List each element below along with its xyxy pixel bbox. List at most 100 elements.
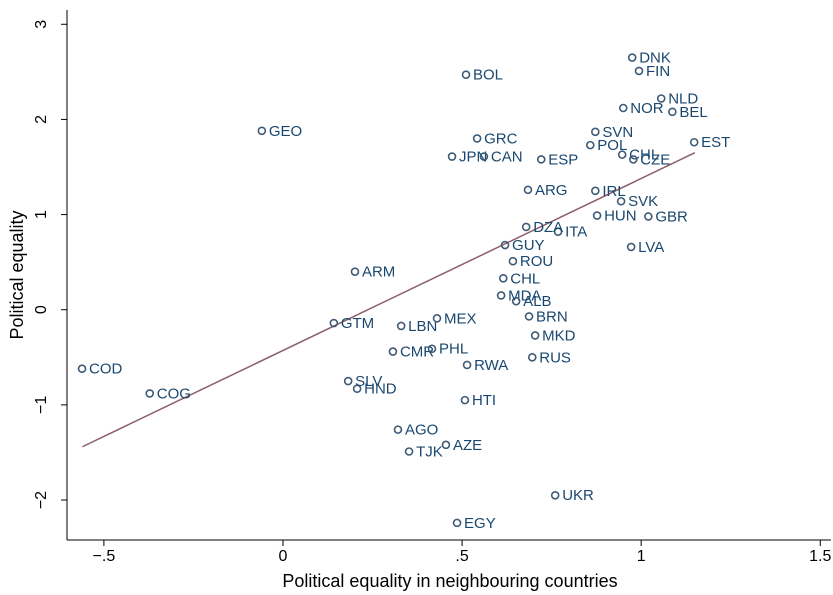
point-label: GTM <box>341 315 374 332</box>
point-label: COG <box>157 385 191 402</box>
point-label: SVK <box>628 193 658 210</box>
point-label: LVA <box>638 239 664 256</box>
point <box>524 312 534 321</box>
x-tick-label: 1 <box>637 548 646 565</box>
point <box>441 440 451 450</box>
point <box>617 150 627 159</box>
point <box>689 137 699 147</box>
point-label: BOL <box>473 67 503 84</box>
point-label: BRN <box>536 308 568 325</box>
point <box>586 140 595 150</box>
point-label: MEX <box>444 310 477 327</box>
point-label: UKR <box>562 487 594 504</box>
x-tick-label: 0 <box>279 548 288 565</box>
point-label: ALB <box>523 293 551 310</box>
point-label: HTI <box>472 392 496 409</box>
point <box>628 155 638 164</box>
point <box>618 103 628 113</box>
point-label: BEL <box>679 104 707 121</box>
point-label: SVN <box>602 124 633 141</box>
point <box>498 274 508 283</box>
point <box>479 152 489 161</box>
point <box>668 107 677 117</box>
point <box>447 152 457 161</box>
point <box>452 518 462 528</box>
point <box>145 389 155 398</box>
point-label: DNK <box>639 50 671 67</box>
point-label: NLD <box>668 90 698 107</box>
point-label: CZE <box>640 151 670 168</box>
x-axis-title: Political equality in neighbouring count… <box>282 571 617 591</box>
point-label: ESP <box>548 151 578 168</box>
point <box>511 296 521 306</box>
point <box>530 331 540 340</box>
point-label: COD <box>89 361 123 378</box>
point <box>343 376 353 386</box>
point-label: MDA <box>508 287 541 304</box>
point <box>352 384 362 394</box>
y-tick-label: 1 <box>33 210 50 219</box>
y-tick-label: −2 <box>33 491 50 509</box>
point <box>553 227 563 237</box>
point <box>626 242 636 252</box>
point-label: AZE <box>453 437 482 454</box>
point-label: CAN <box>491 149 523 166</box>
point <box>591 186 600 196</box>
point <box>527 353 537 362</box>
point-label: RUS <box>539 349 571 366</box>
point-label: HND <box>364 381 397 398</box>
point <box>591 127 600 137</box>
point-label: POL <box>597 137 627 154</box>
point-label: GEO <box>269 123 302 140</box>
point-label: ITA <box>565 224 587 241</box>
point <box>461 70 471 80</box>
point-label: JPN <box>459 149 487 166</box>
point <box>396 321 406 331</box>
point <box>550 490 560 500</box>
point-label: MKD <box>542 327 576 344</box>
point-label: GRC <box>484 130 517 147</box>
point-label: IRL <box>602 183 625 200</box>
point <box>627 53 637 62</box>
point <box>329 318 339 328</box>
point <box>616 196 626 206</box>
x-tick-label: .5 <box>455 548 468 565</box>
point-label: NOR <box>630 100 664 117</box>
point-label: ARM <box>362 264 395 281</box>
point <box>460 395 470 405</box>
point <box>496 291 506 300</box>
point <box>404 447 414 456</box>
point-label: LBN <box>408 318 437 335</box>
y-tick-label: 2 <box>33 115 50 124</box>
point <box>427 344 437 354</box>
point <box>500 240 510 250</box>
point-label: GBR <box>655 208 688 225</box>
point-label: ROU <box>520 253 553 270</box>
y-tick-label: 3 <box>33 20 50 29</box>
point-label: EST <box>701 134 730 151</box>
point <box>462 360 472 370</box>
y-axis-title: Political equality <box>7 210 27 339</box>
point <box>393 425 403 434</box>
x-tick-label: −.5 <box>93 548 116 565</box>
point-label: RWA <box>474 357 508 374</box>
point <box>77 364 87 374</box>
point-label: DZA <box>533 219 563 236</box>
point <box>350 267 360 276</box>
point-label: SLV <box>355 373 382 390</box>
point-label: ARG <box>535 182 568 199</box>
y-tick-label: −1 <box>33 396 50 414</box>
point-label: CMR <box>400 344 434 361</box>
point <box>432 313 442 323</box>
point <box>592 211 602 220</box>
point-label: CHL <box>510 270 540 287</box>
point <box>523 185 533 195</box>
point <box>472 134 482 143</box>
point <box>644 212 653 221</box>
point <box>508 256 518 266</box>
point-label: AGO <box>405 422 438 439</box>
point <box>536 155 546 164</box>
point-label: TJK <box>416 443 443 460</box>
